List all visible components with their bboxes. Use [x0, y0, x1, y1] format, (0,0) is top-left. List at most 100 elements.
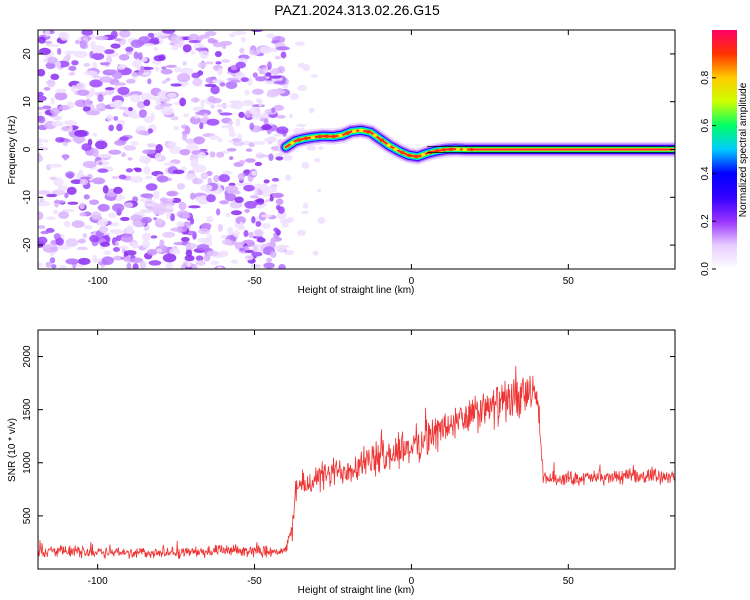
noise-blob [129, 114, 142, 119]
noise-blob [64, 192, 69, 199]
spectrogram-x-axis: -100 -50 0 50 [88, 30, 574, 287]
noise-blob [272, 192, 284, 199]
noise-blob [108, 149, 122, 155]
noise-blob [312, 250, 319, 256]
noise-blob [219, 200, 229, 205]
noise-blob [79, 40, 87, 49]
noise-blob [238, 111, 245, 119]
noise-blob [240, 36, 247, 43]
noise-blob [200, 172, 209, 180]
noise-blob [114, 241, 119, 247]
noise-blob [113, 115, 119, 121]
noise-blob [220, 234, 228, 239]
noise-blob [265, 72, 272, 77]
noise-blob [226, 147, 237, 152]
noise-blob [79, 178, 89, 186]
noise-blob [196, 243, 210, 251]
noise-blob [83, 62, 91, 67]
noise-blob [271, 89, 286, 95]
noise-blob [244, 158, 256, 163]
noise-blob [265, 199, 271, 203]
noise-blob [213, 175, 220, 183]
noise-blob [108, 212, 117, 219]
noise-blob [251, 88, 264, 95]
noise-blob [155, 143, 163, 153]
noise-blob [98, 225, 109, 234]
snr-y-axis: 500 1000 1500 2000 [22, 345, 675, 524]
noise-blob [235, 216, 247, 225]
noise-blob [173, 125, 179, 131]
noise-blob [146, 248, 158, 256]
noise-blob [147, 32, 155, 38]
noise-blob [139, 260, 147, 269]
noise-blob [225, 81, 238, 90]
noise-blob [239, 221, 244, 230]
noise-blob [267, 136, 277, 142]
ridge-band-6 [285, 129, 675, 158]
noise-blob [65, 258, 79, 265]
noise-blob [185, 173, 198, 181]
ridge-bead [462, 147, 467, 152]
noise-blob [275, 46, 290, 51]
noise-blob [45, 62, 56, 70]
spectrogram-x-label: Height of straight line (km) [298, 285, 415, 296]
noise-blob [276, 114, 286, 119]
noise-blob [217, 223, 223, 232]
noise-blob [71, 60, 79, 66]
y-tick-label: 2000 [22, 345, 33, 368]
noise-blob [76, 246, 89, 251]
snr-x-label: Height of straight line (km) [298, 585, 415, 596]
noise-blob [112, 203, 125, 213]
noise-blob [143, 99, 151, 107]
noise-blob [104, 87, 115, 91]
noise-blob [139, 155, 152, 164]
noise-blob [224, 193, 237, 202]
noise-blob [38, 236, 48, 245]
noise-blob [97, 168, 109, 173]
noise-blob [119, 30, 131, 38]
noise-blob [38, 47, 51, 56]
noise-blob [218, 174, 230, 183]
noise-blob [228, 132, 236, 138]
noise-blob [141, 208, 149, 213]
noise-blob [112, 82, 127, 86]
noise-blob [176, 183, 186, 190]
noise-blob [198, 227, 210, 235]
noise-blob [147, 128, 153, 134]
noise-blob [210, 85, 220, 95]
ridge-bead [359, 128, 364, 132]
y-tick-label: 10 [22, 96, 33, 108]
noise-blob [206, 233, 213, 242]
noise-blob [121, 152, 126, 158]
noise-blob [124, 202, 134, 208]
noise-blob [85, 110, 100, 116]
noise-blob [276, 126, 289, 135]
noise-blob [274, 55, 281, 60]
noise-blob [89, 79, 103, 88]
noise-blob [49, 257, 56, 264]
noise-blob [125, 168, 134, 173]
snr-x-axis: -100 -50 0 50 [88, 330, 574, 587]
noise-blob [232, 141, 245, 147]
noise-blob [176, 73, 191, 83]
noise-blob [271, 177, 280, 182]
noise-blob [237, 133, 243, 140]
noise-blob [156, 248, 163, 253]
noise-blob [251, 216, 256, 224]
noise-blob [225, 212, 231, 218]
noise-blob [190, 50, 196, 55]
noise-blob [89, 199, 100, 205]
noise-blob [170, 213, 175, 222]
noise-blob [95, 140, 108, 150]
noise-blob [74, 39, 81, 45]
x-tick-label: -100 [88, 576, 108, 587]
noise-blob [228, 156, 234, 161]
noise-blob [138, 52, 143, 61]
noise-blob [125, 46, 134, 53]
noise-blob [244, 89, 250, 96]
noise-blob [302, 64, 310, 71]
noise-blob [250, 30, 263, 33]
noise-blob [171, 45, 179, 51]
noise-blob [248, 232, 254, 238]
